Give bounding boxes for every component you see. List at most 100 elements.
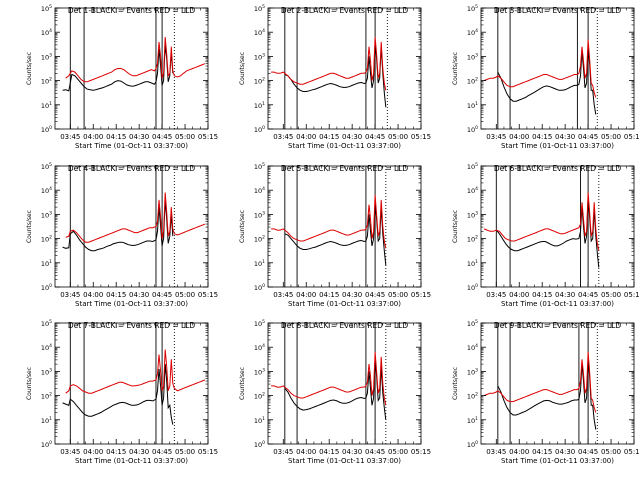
x-tick-label: 05:00 [175, 448, 195, 456]
y-tick-label: 100 [254, 440, 265, 449]
x-tick-label: 04:45 [578, 133, 598, 141]
x-tick-label: 04:00 [296, 448, 316, 456]
y-tick-label: 105 [467, 4, 478, 13]
y-tick-label: 100 [467, 440, 478, 449]
x-tick-label: 04:15 [532, 133, 552, 141]
x-axis-label: Start Time (01-Oct-11 03:37:00) [501, 300, 614, 308]
lld-series-line [65, 36, 206, 83]
x-tick-label: 05:00 [601, 291, 621, 299]
y-tick-label: 105 [254, 319, 265, 328]
panel-det-7: 100 101 102 103 104 105 03:45 04:00 04:15 04:30 04… [26, 319, 218, 465]
x-tick-label: 03:45 [60, 448, 80, 456]
y-tick-label: 103 [41, 52, 52, 61]
x-tick-label: 05:15 [198, 133, 218, 141]
y-tick-label: 101 [41, 101, 52, 110]
x-axis-label: Start Time (01-Oct-11 03:37:00) [288, 142, 401, 150]
y-tick-label: 104 [254, 186, 265, 195]
x-tick-label: 04:00 [509, 291, 529, 299]
x-axis-label: Start Time (01-Oct-11 03:37:00) [501, 457, 614, 465]
y-tick-label: 102 [467, 235, 478, 244]
y-tick-label: 100 [41, 440, 52, 449]
panel-det-1: 100 101 102 103 104 105 03:45 04:00 04:15 04:30 04… [26, 4, 218, 150]
lld-series-line [483, 351, 597, 413]
x-tick-label: 05:15 [411, 291, 431, 299]
panel-title: Det 8-BLACK = Events RED = LLD [281, 321, 409, 330]
x-tick-label: 03:45 [60, 133, 80, 141]
lld-series-line [271, 36, 387, 91]
x-tick-label: 05:00 [175, 291, 195, 299]
y-tick-label: 105 [41, 162, 52, 171]
y-tick-label: 101 [254, 101, 265, 110]
x-tick-label: 04:15 [319, 448, 339, 456]
x-tick-label: 05:15 [198, 448, 218, 456]
x-tick-label: 04:00 [83, 291, 103, 299]
x-tick-label: 05:00 [388, 448, 408, 456]
y-tick-label: 104 [41, 28, 52, 37]
x-tick-label: 04:45 [152, 291, 172, 299]
y-axis-label: Counts/sec [239, 52, 246, 85]
x-axis-label: Start Time (01-Oct-11 03:37:00) [75, 300, 188, 308]
y-tick-label: 103 [254, 367, 265, 376]
x-tick-label: 05:15 [624, 291, 640, 299]
y-tick-label: 103 [254, 210, 265, 219]
panel-title: Det 1-BLACK = Events RED = LLD [68, 6, 196, 15]
y-tick-label: 103 [467, 210, 478, 219]
y-tick-label: 105 [41, 4, 52, 13]
x-tick-label: 04:15 [532, 291, 552, 299]
lld-series-line [65, 192, 206, 243]
x-tick-label: 04:30 [342, 291, 362, 299]
events-series-line [62, 44, 174, 92]
x-tick-label: 05:15 [411, 448, 431, 456]
x-tick-label: 04:45 [152, 448, 172, 456]
y-axis-label: Counts/sec [452, 210, 459, 243]
x-tick-label: 05:00 [175, 133, 195, 141]
plot-frame [54, 165, 209, 288]
panel-title: Det 5-BLACK = Events RED = LLD [281, 164, 409, 173]
lld-series-line [271, 194, 387, 249]
x-tick-label: 03:45 [486, 133, 506, 141]
plot-frame [54, 322, 209, 445]
x-tick-label: 04:45 [578, 448, 598, 456]
y-tick-label: 100 [41, 283, 52, 292]
y-axis-label: Counts/sec [239, 367, 246, 400]
x-tick-label: 04:00 [509, 133, 529, 141]
x-tick-label: 04:00 [296, 133, 316, 141]
x-tick-label: 05:00 [601, 133, 621, 141]
y-axis-label: Counts/sec [26, 52, 33, 85]
x-tick-label: 04:45 [365, 448, 385, 456]
events-series-line [497, 359, 597, 430]
x-tick-label: 04:15 [106, 133, 126, 141]
panel-det-5: 100 101 102 103 104 105 03:45 04:00 04:15 04:30 04… [239, 162, 431, 308]
x-tick-label: 04:00 [509, 448, 529, 456]
events-series-line [497, 46, 597, 115]
panel-det-2: 100 101 102 103 104 105 03:45 04:00 04:15 04:30 04… [239, 4, 431, 150]
y-tick-label: 101 [41, 259, 52, 268]
x-tick-label: 04:45 [578, 291, 598, 299]
x-tick-label: 05:15 [411, 133, 431, 141]
panel-title: Det 6-BLACK = Events RED = LLD [494, 164, 622, 173]
x-tick-label: 05:15 [198, 291, 218, 299]
y-tick-label: 100 [467, 125, 478, 134]
events-series-line [62, 364, 174, 425]
y-tick-label: 102 [467, 392, 478, 401]
x-tick-label: 04:15 [106, 291, 126, 299]
plot-frame [480, 165, 635, 288]
x-tick-label: 04:30 [342, 448, 362, 456]
y-tick-label: 100 [254, 125, 265, 134]
plot-frame [480, 322, 635, 445]
x-tick-label: 04:45 [365, 291, 385, 299]
y-tick-label: 105 [254, 4, 265, 13]
x-tick-label: 04:15 [319, 291, 339, 299]
x-tick-label: 04:30 [555, 448, 575, 456]
y-axis-label: Counts/sec [452, 367, 459, 400]
y-tick-label: 101 [467, 101, 478, 110]
x-tick-label: 04:30 [129, 291, 149, 299]
panel-title: Det 7-BLACK = Events RED = LLD [68, 321, 196, 330]
events-series-line [284, 41, 387, 108]
y-tick-label: 100 [467, 283, 478, 292]
x-tick-label: 05:15 [624, 133, 640, 141]
panel-title: Det 4-BLACK = Events RED = LLD [68, 164, 196, 173]
x-tick-label: 03:45 [60, 291, 80, 299]
plot-frame [267, 322, 422, 445]
